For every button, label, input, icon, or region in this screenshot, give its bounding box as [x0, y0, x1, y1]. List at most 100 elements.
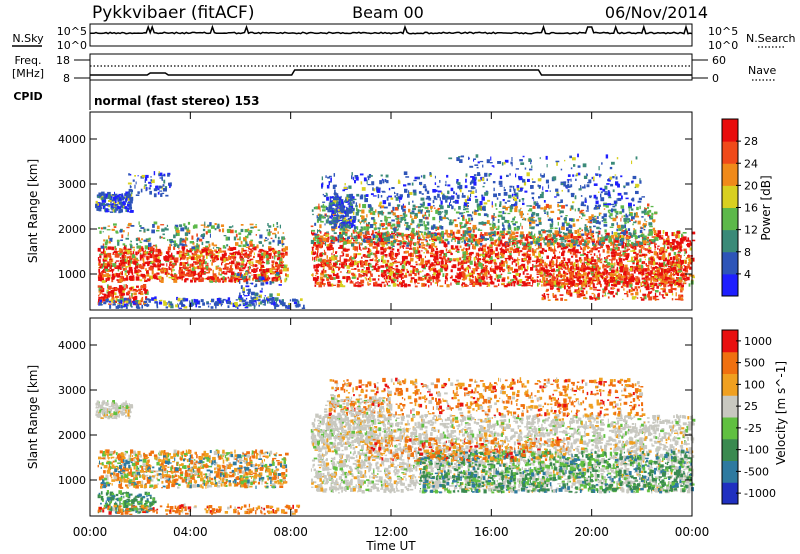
power-cell: [502, 234, 505, 237]
power-cell: [171, 268, 173, 273]
power-cell: [396, 270, 400, 273]
power-cell: [590, 253, 593, 256]
power-cell: [95, 204, 99, 207]
power-cell: [208, 248, 212, 253]
power-cell: [366, 270, 370, 274]
power-cell: [208, 279, 212, 283]
power-cell: [393, 269, 397, 271]
power-cell: [258, 276, 263, 280]
power-cell: [381, 238, 384, 243]
power-cell: [520, 237, 522, 239]
power-cell: [513, 248, 518, 253]
power-cell: [122, 201, 125, 203]
power-cell: [127, 232, 129, 235]
power-cell: [564, 278, 568, 283]
power-cell: [204, 271, 209, 274]
power-cell: [561, 282, 565, 287]
power-cell: [107, 191, 111, 196]
power-cell: [402, 237, 405, 240]
power-cell: [477, 276, 481, 281]
power-cell: [524, 275, 528, 278]
power-cell: [158, 302, 163, 305]
power-cell: [654, 283, 658, 287]
power-cell: [250, 226, 254, 229]
power-cell: [168, 251, 171, 253]
power-cell: [436, 261, 439, 264]
power-cell: [554, 257, 559, 259]
power-cell: [169, 301, 173, 306]
power-cell: [452, 264, 457, 269]
power-cell: [434, 226, 438, 230]
power-cell: [528, 245, 532, 249]
power-cell: [98, 259, 101, 264]
power-cell: [546, 280, 550, 285]
power-cell: [278, 253, 281, 257]
power-cell: [685, 257, 688, 260]
power-cell: [131, 272, 134, 275]
power-cell: [523, 234, 525, 237]
power-cell: [245, 243, 248, 246]
power-cell: [437, 279, 441, 282]
power-cell: [518, 274, 521, 277]
power-cell: [235, 304, 239, 307]
power-cell: [208, 268, 212, 270]
power-cell: [426, 244, 428, 247]
power-cell: [314, 284, 317, 287]
power-cell: [487, 246, 489, 250]
power-cell: [615, 215, 618, 219]
power-cell: [666, 281, 671, 284]
power-cell: [237, 252, 241, 256]
power-cell: [441, 260, 444, 265]
power-cell: [319, 253, 323, 257]
power-cell: [246, 243, 249, 247]
power-cell: [588, 280, 591, 284]
power-cell: [526, 254, 531, 258]
power-cell: [527, 282, 529, 285]
power-cell: [505, 248, 509, 251]
power-cell: [257, 261, 261, 264]
power-cell: [397, 280, 399, 283]
power-cell: [116, 279, 119, 281]
power-cell: [410, 245, 412, 249]
power-cell: [539, 234, 543, 237]
power-cell: [473, 236, 476, 239]
power-cell: [234, 302, 238, 305]
power-cell: [284, 278, 287, 283]
power-cell: [183, 267, 187, 269]
power-cell: [226, 236, 230, 241]
power-cell: [383, 270, 387, 274]
power-cell: [411, 230, 414, 234]
power-cell: [664, 271, 667, 275]
power-cell: [537, 242, 540, 246]
power-cell: [210, 260, 212, 262]
power-cell: [440, 249, 444, 254]
power-cell: [528, 246, 531, 250]
power-cell: [168, 182, 171, 186]
power-cell: [424, 211, 426, 216]
power-cell: [121, 290, 125, 293]
power-cell: [494, 239, 497, 244]
power-cell: [455, 275, 458, 279]
power-cell: [535, 266, 538, 268]
power-cell: [259, 269, 262, 272]
power-cell: [138, 288, 142, 292]
power-cell: [276, 222, 279, 225]
power-cell: [315, 264, 319, 269]
power-cell: [552, 249, 555, 253]
power-cell: [99, 230, 102, 234]
power-cell: [230, 271, 235, 276]
power-cell: [556, 234, 561, 237]
power-cell: [187, 263, 190, 266]
power-cell: [143, 300, 148, 304]
power-cell: [494, 203, 497, 207]
power-cell: [218, 300, 222, 304]
power-cell: [415, 268, 419, 273]
power-cell: [587, 220, 591, 224]
power-cell: [244, 263, 247, 268]
power-cell: [112, 201, 117, 206]
power-cell: [198, 301, 201, 305]
power-cell: [116, 203, 119, 206]
power-cell: [582, 243, 586, 246]
power-cell: [347, 276, 351, 279]
power-cell: [490, 280, 494, 285]
